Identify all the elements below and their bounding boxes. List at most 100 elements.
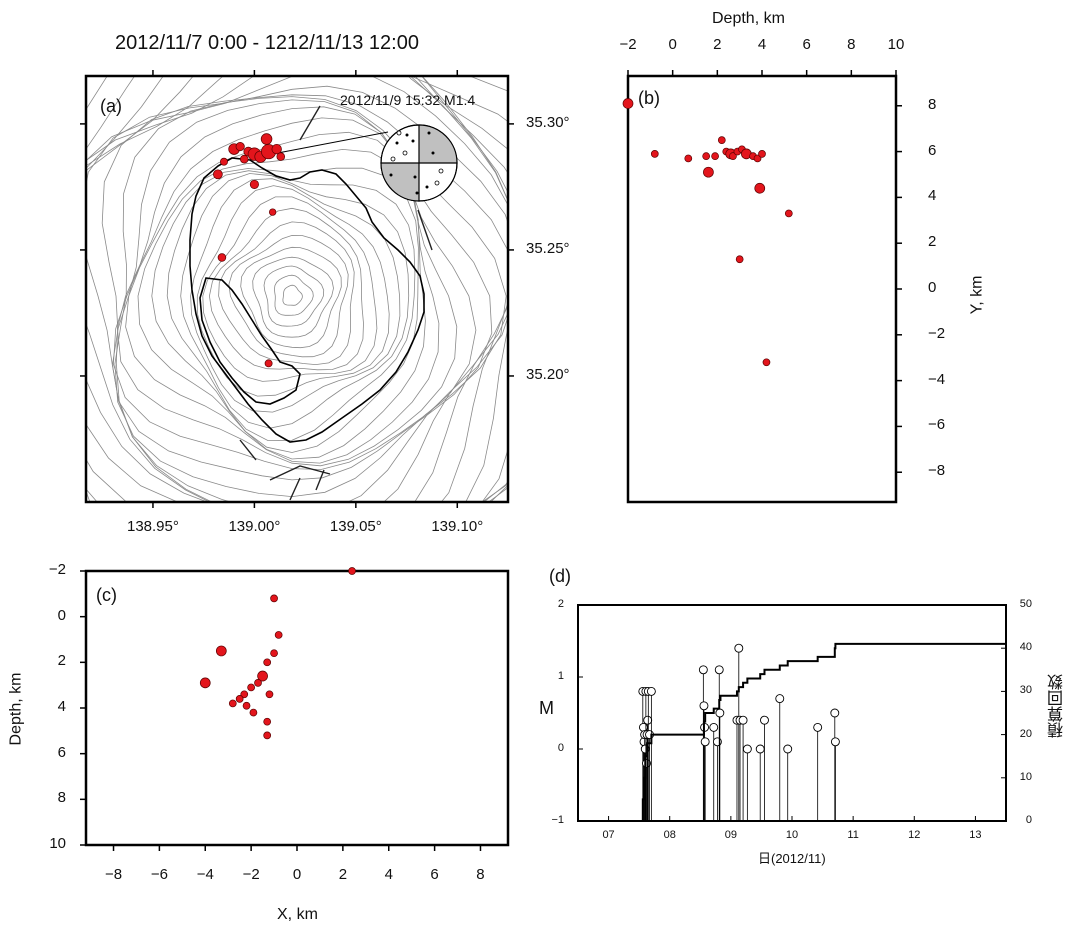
event-point bbox=[235, 695, 244, 703]
event-point bbox=[622, 98, 634, 109]
event-marker bbox=[700, 737, 710, 747]
panel-d-stems bbox=[638, 643, 840, 821]
y-tick-label: −4 bbox=[928, 370, 946, 388]
contour-line bbox=[228, 234, 349, 358]
event-point bbox=[242, 701, 251, 710]
contour-line bbox=[252, 256, 334, 338]
panel-c-xlabel: X, km bbox=[277, 906, 318, 923]
x-tick-label: 09 bbox=[724, 829, 737, 841]
x-tick-label: 6 bbox=[430, 866, 439, 883]
event-point bbox=[260, 133, 273, 145]
event-marker bbox=[698, 665, 708, 675]
contour-line bbox=[240, 246, 342, 349]
panel-d-ylabel: M bbox=[539, 698, 554, 718]
event-point bbox=[758, 150, 766, 158]
event-point bbox=[249, 179, 259, 189]
event-point bbox=[711, 152, 719, 161]
panel-b-points bbox=[622, 98, 793, 367]
event-point bbox=[263, 731, 272, 740]
y-tick-label: −6 bbox=[928, 416, 946, 434]
panel-d-y2label: 積算回数 bbox=[1049, 674, 1066, 738]
y-tick-label: −2 bbox=[48, 561, 66, 578]
y-tick-label: 10 bbox=[49, 835, 66, 852]
x-tick-label: 139.05° bbox=[329, 518, 382, 535]
panel-a-label: (a) bbox=[100, 96, 122, 116]
event-point bbox=[754, 182, 766, 194]
event-point bbox=[702, 152, 711, 161]
event-point bbox=[269, 208, 277, 216]
panel-d-label: (d) bbox=[549, 566, 571, 586]
event-point bbox=[240, 690, 249, 699]
event-point bbox=[753, 154, 762, 163]
caldera-rim bbox=[189, 157, 425, 443]
event-point bbox=[703, 166, 714, 178]
x-tick-label: −2 bbox=[619, 36, 637, 53]
event-marker bbox=[646, 686, 656, 696]
event-point bbox=[228, 699, 237, 708]
event-point bbox=[220, 157, 228, 166]
y2-tick-label: 20 bbox=[1019, 727, 1032, 740]
y-tick-label: 6 bbox=[57, 743, 66, 761]
x-tick-label: 8 bbox=[847, 36, 856, 53]
panel-c-label: (c) bbox=[96, 585, 117, 605]
panel-a-points bbox=[213, 133, 286, 368]
x-tick-label: −6 bbox=[150, 866, 168, 883]
event-point bbox=[271, 143, 282, 155]
cumulative-count-line bbox=[578, 642, 1006, 822]
y2-tick-label: 10 bbox=[1019, 770, 1032, 783]
event-point bbox=[254, 679, 262, 687]
event-marker bbox=[813, 722, 823, 732]
event-point bbox=[257, 670, 268, 682]
event-point bbox=[249, 708, 258, 717]
x-tick-label: 12 bbox=[908, 829, 921, 841]
fault-lines bbox=[239, 105, 433, 501]
y-tick-label: 35.20° bbox=[526, 365, 570, 383]
panel-c-points bbox=[199, 567, 356, 740]
event-point bbox=[784, 209, 793, 218]
event-marker bbox=[775, 694, 785, 704]
contour-line bbox=[208, 207, 364, 371]
panel-a-frame bbox=[84, 74, 510, 504]
contour-line bbox=[101, 94, 508, 502]
x-tick-label: −8 bbox=[104, 866, 123, 883]
event-point bbox=[215, 645, 227, 657]
event-marker bbox=[742, 744, 752, 754]
event-marker bbox=[755, 744, 765, 754]
event-point bbox=[247, 683, 255, 692]
panel-a-annotation: 2012/11/9 15:32 M1.4 bbox=[340, 92, 476, 108]
panel-b-xlabel: Depth, km bbox=[712, 10, 785, 27]
y-tick-label: 2 bbox=[557, 598, 564, 610]
contour-line bbox=[114, 96, 507, 498]
x-tick-label: 8 bbox=[476, 866, 485, 883]
contour-line bbox=[86, 85, 508, 502]
event-point bbox=[213, 169, 223, 180]
panel-d-xlabel: 日(2012/11) bbox=[758, 851, 826, 866]
contour-line bbox=[263, 265, 325, 327]
y-tick-label: 2 bbox=[57, 652, 66, 670]
contour-line bbox=[218, 221, 355, 366]
y2-tick-label: 0 bbox=[1025, 814, 1032, 826]
event-marker bbox=[830, 737, 840, 747]
contour-line bbox=[151, 167, 419, 453]
contour-line bbox=[273, 274, 314, 316]
x-tick-label: 07 bbox=[602, 829, 615, 841]
contour-line bbox=[190, 178, 401, 413]
contour-lines bbox=[86, 76, 508, 502]
x-tick-label: −2 bbox=[242, 866, 260, 883]
event-marker bbox=[715, 708, 725, 718]
event-point bbox=[235, 142, 245, 152]
event-point bbox=[217, 253, 227, 262]
event-point bbox=[729, 152, 737, 161]
y-tick-label: 8 bbox=[57, 789, 66, 807]
x-tick-label: 2 bbox=[713, 36, 722, 53]
y2-tick-label: 50 bbox=[1019, 598, 1032, 610]
y-tick-label: −8 bbox=[928, 462, 946, 480]
contour-line bbox=[86, 76, 508, 502]
event-marker bbox=[734, 643, 744, 653]
y-tick-label: 35.25° bbox=[526, 239, 570, 257]
y-tick-label: 0 bbox=[557, 742, 564, 754]
event-marker bbox=[709, 722, 719, 732]
